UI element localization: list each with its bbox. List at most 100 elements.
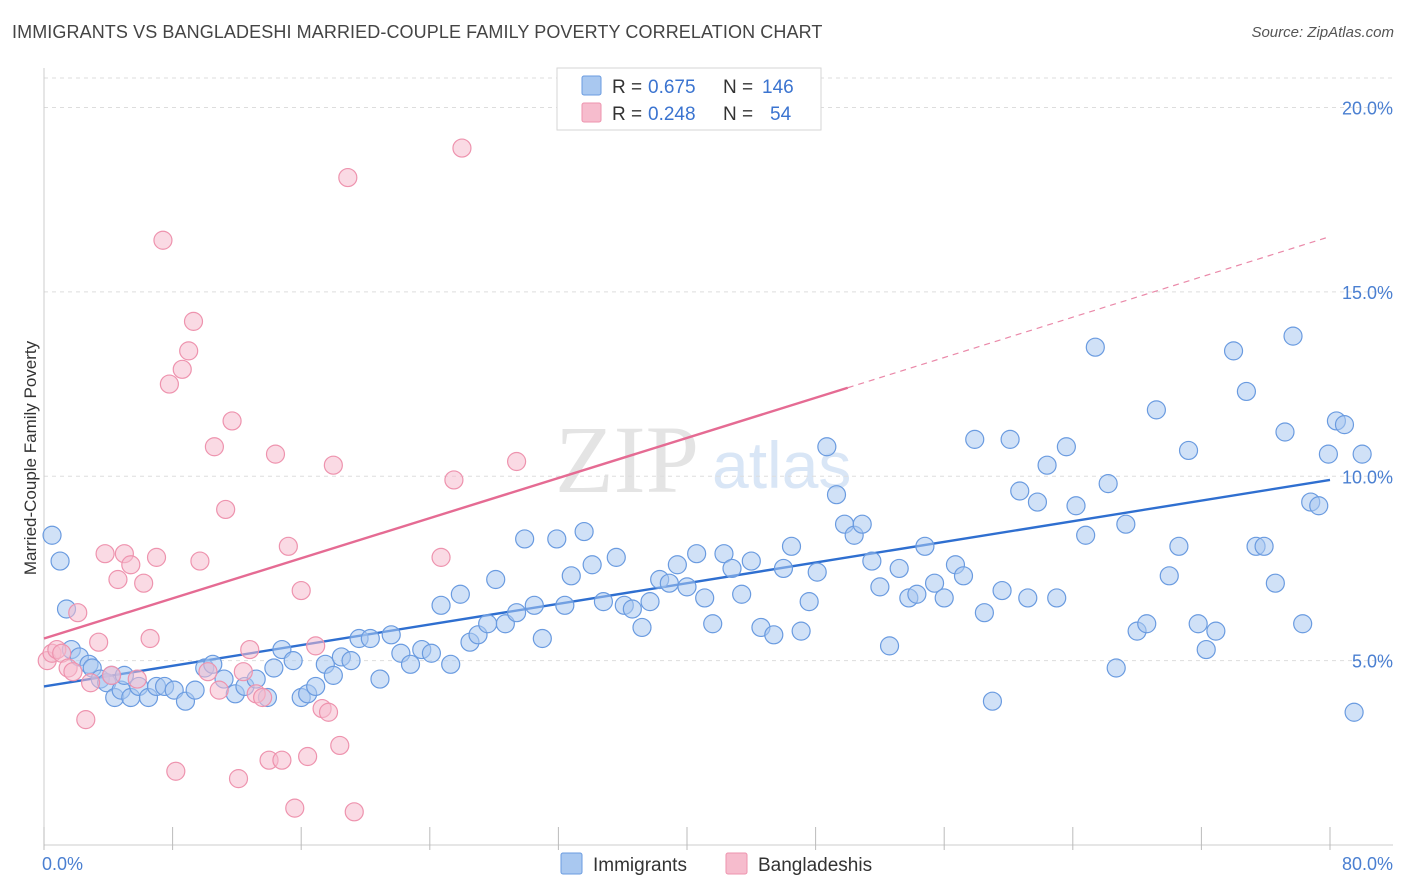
bangladeshis-point xyxy=(272,750,292,770)
immigrants-point xyxy=(852,514,872,534)
immigrants-point xyxy=(1027,492,1048,512)
chart-source: Source: ZipAtlas.com xyxy=(1251,24,1394,41)
immigrants-point xyxy=(1196,639,1216,660)
bangladeshis-point xyxy=(89,632,109,652)
series-legend-label-bangladeshis: Bangladeshis xyxy=(758,855,872,876)
immigrants-point xyxy=(450,584,470,604)
immigrants-point xyxy=(606,547,626,567)
bangladeshis-point xyxy=(344,802,364,822)
immigrants-point xyxy=(974,603,994,623)
y-axis-title: Married-Couple Family Poverty xyxy=(21,340,40,575)
immigrants-point xyxy=(640,592,660,612)
y-tick-label: 5.0% xyxy=(1352,652,1393,672)
axes xyxy=(43,68,1393,850)
bangladeshis-point xyxy=(216,499,236,520)
legend-r-value-bangladeshis: 0.248 xyxy=(648,104,696,125)
legend-swatch-bangladeshis xyxy=(581,102,602,123)
immigrants-point xyxy=(1066,496,1086,516)
bangladeshis-point xyxy=(108,569,128,590)
y-tick-labels: 5.0% 10.0% 15.0% 20.0% xyxy=(1342,99,1393,672)
immigrants-point xyxy=(722,558,742,579)
immigrants-point xyxy=(953,566,974,586)
immigrants-point xyxy=(807,562,827,582)
immigrants-point xyxy=(478,614,498,634)
watermark-zip: ZIP xyxy=(555,406,699,513)
bangladeshis-point xyxy=(121,555,141,575)
immigrants-point xyxy=(934,588,954,608)
immigrants-point xyxy=(879,636,900,656)
bangladeshis-point xyxy=(240,639,260,660)
immigrants-point xyxy=(1018,588,1038,608)
legend-n-label-bangladeshis: N = xyxy=(723,104,753,125)
immigrants-point xyxy=(1352,444,1372,464)
immigrants-point xyxy=(185,680,205,700)
bangladeshis-trend-line xyxy=(43,386,849,640)
series-legend-swatch-immigrants xyxy=(560,852,583,875)
y-tick-label: 15.0% xyxy=(1342,283,1393,303)
immigrants-point xyxy=(773,558,794,579)
immigrants-point xyxy=(421,643,442,663)
immigrants-point xyxy=(370,669,390,689)
bangladeshis-point xyxy=(190,551,210,571)
bangladeshis-point xyxy=(291,580,311,601)
legend-r-value-immigrants: 0.675 xyxy=(648,77,696,98)
immigrants-point xyxy=(532,628,552,649)
immigrants-point xyxy=(431,595,451,615)
gridlines xyxy=(44,77,1393,662)
immigrants-point xyxy=(965,429,985,449)
x-tick-label-max: 80.0% xyxy=(1342,854,1393,874)
immigrants-point xyxy=(687,544,707,564)
bangladeshis-point xyxy=(146,547,167,567)
immigrants-point xyxy=(622,599,642,619)
immigrants-point xyxy=(1000,429,1020,449)
immigrants-point xyxy=(593,592,614,612)
immigrants-point xyxy=(781,536,802,556)
series-legend-label-immigrants: Immigrants xyxy=(593,855,687,876)
bangladeshis-point xyxy=(127,669,147,689)
immigrants-point xyxy=(915,536,935,556)
bangladeshis-point xyxy=(228,769,249,789)
bangladeshis-point xyxy=(265,444,286,464)
immigrants-point xyxy=(826,485,847,505)
immigrants-point xyxy=(703,614,723,634)
bangladeshis-point xyxy=(179,341,199,361)
immigrants-point xyxy=(1037,455,1057,475)
bangladeshis-point xyxy=(330,735,350,756)
immigrants-point xyxy=(283,651,303,671)
immigrants-point xyxy=(1254,536,1274,556)
bangladeshis-point xyxy=(253,687,273,708)
immigrants-point xyxy=(1293,614,1313,634)
immigrants-point xyxy=(677,577,697,597)
immigrants-point xyxy=(264,658,284,678)
bangladeshis-point xyxy=(298,746,318,767)
immigrants-point xyxy=(42,525,62,545)
bangladeshis-point xyxy=(222,411,242,431)
immigrants-point xyxy=(982,691,1003,711)
y-tick-label: 20.0% xyxy=(1342,99,1393,119)
bangladeshis-point xyxy=(81,673,101,693)
immigrants-point xyxy=(1010,481,1030,501)
immigrants-point xyxy=(741,551,761,571)
legend-r-label-bangladeshis: R = xyxy=(612,104,642,125)
immigrants-point xyxy=(1085,337,1105,357)
immigrants-point xyxy=(799,592,819,612)
bangladeshis-point xyxy=(278,536,298,556)
immigrants-point xyxy=(323,665,343,685)
immigrants-point xyxy=(1056,437,1076,457)
immigrants-point xyxy=(870,577,890,597)
bangladeshis-point xyxy=(285,798,305,818)
immigrants-point xyxy=(695,588,715,608)
immigrants-point xyxy=(582,555,602,575)
immigrants-point xyxy=(1344,702,1364,722)
immigrants-point xyxy=(714,544,734,564)
immigrants-point xyxy=(817,437,837,457)
immigrants-point xyxy=(360,628,380,649)
immigrants-point xyxy=(524,595,544,615)
immigrants-point xyxy=(1188,614,1208,634)
bangladeshis-point xyxy=(140,628,160,649)
bangladeshis-trend-line-extension xyxy=(847,235,1331,389)
immigrants-point xyxy=(1275,422,1295,442)
immigrants-point xyxy=(555,595,575,615)
immigrants-point xyxy=(486,569,506,590)
